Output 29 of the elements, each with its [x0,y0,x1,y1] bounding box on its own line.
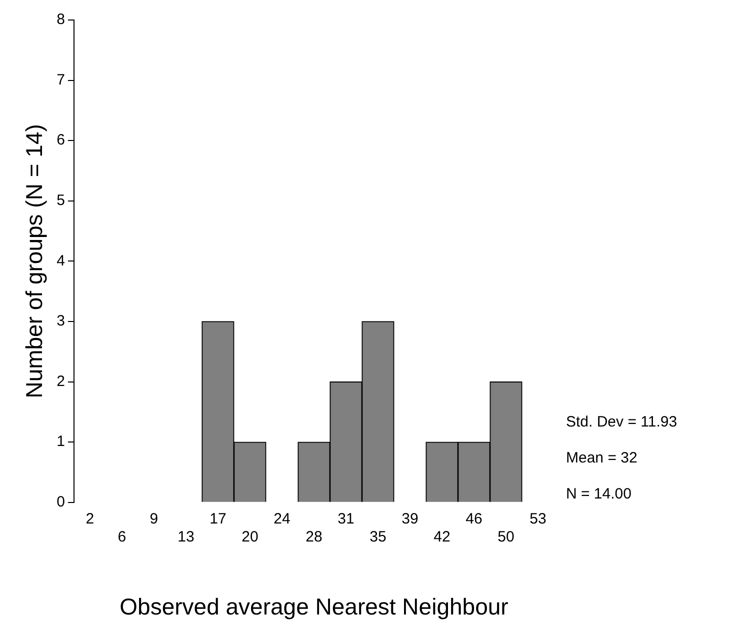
x-tick-label: 31 [338,510,354,528]
x-tick-label: 46 [466,510,482,528]
x-tick-label: 6 [118,528,126,546]
x-tick-label: 42 [434,528,450,546]
x-tick-label: 24 [274,510,290,528]
x-tick-label: 13 [178,528,194,546]
x-tick-label: 20 [242,528,258,546]
y-tick-label: 8 [56,11,65,28]
x-tick-label: 9 [150,510,158,528]
x-tick-label: 50 [498,528,514,546]
y-tick-label: 5 [56,192,65,210]
x-tick-label: 17 [210,510,226,528]
x-axis-title: Observed average Nearest Neighbour [120,594,509,620]
y-tick-label: 7 [56,71,65,88]
y-tick-label: 6 [56,132,65,149]
text: Mean = 32 [566,450,638,467]
y-tick-label: 3 [56,312,65,330]
text: N = 14.00 [566,486,632,503]
y-axis-title: Number of groups (N = 14) [21,124,48,398]
x-tick-label: 35 [370,528,386,546]
x-tick-label: 2 [86,510,94,528]
x-tick-label: 39 [402,510,418,528]
text: Std. Dev = 11.93 [566,414,678,431]
x-tick-label: 28 [306,528,322,546]
x-tick-label: 53 [530,510,546,528]
y-tick-label: 4 [56,252,65,270]
y-tick-label: 1 [56,433,65,450]
y-tick-label: 2 [56,372,65,390]
y-tick-label: 0 [56,494,65,511]
